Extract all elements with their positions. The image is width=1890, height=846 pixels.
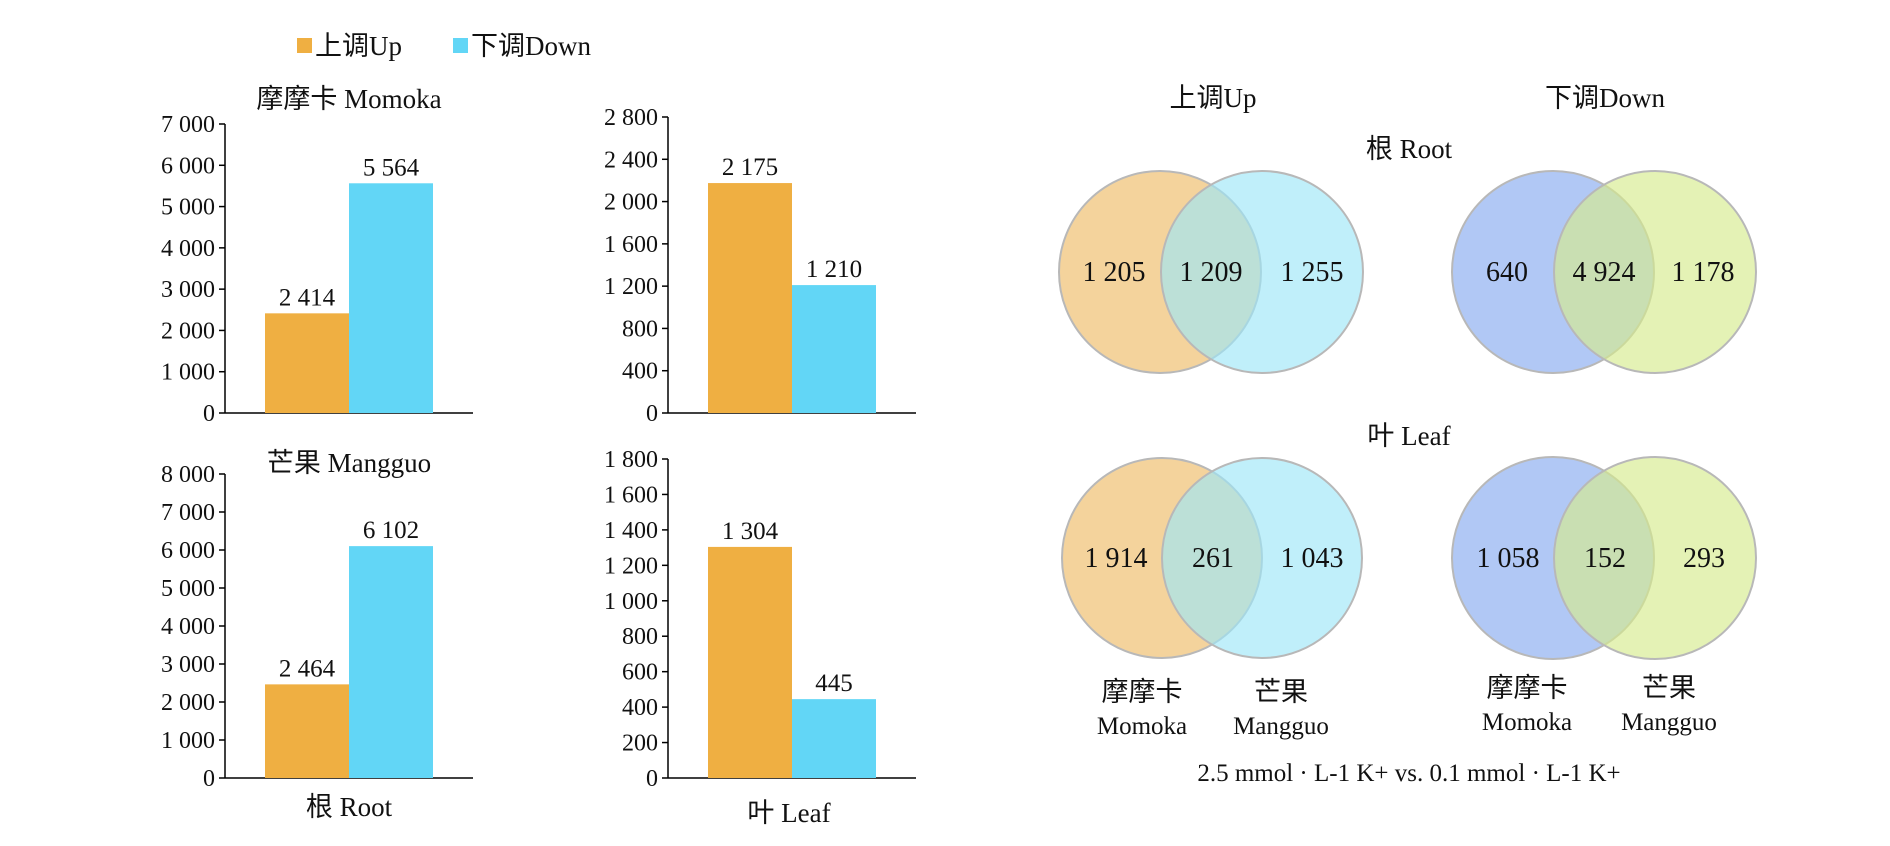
venn-set-label-momoka-cn-left: 摩摩卡	[1102, 677, 1183, 707]
y-tick-label: 200	[622, 731, 658, 757]
venn-set-label-mangguo-en-right: Mangguo	[1621, 709, 1717, 736]
venn-root-up: 1 205 1 209 1 255	[1058, 170, 1364, 374]
venn-set-label-momoka-cn-right: 摩摩卡	[1487, 673, 1568, 703]
venn-circle-mangguo	[1161, 457, 1363, 659]
y-tick-label: 4 000	[161, 236, 215, 262]
y-tick-label: 2 800	[604, 105, 658, 131]
venn-count-momoka-only: 640	[1486, 257, 1528, 288]
bar-down	[349, 183, 433, 413]
venn-set-label-mangguo-cn-left: 芒果	[1254, 677, 1308, 707]
bar-down	[792, 285, 876, 413]
legend: 上调Up 下调Down	[297, 31, 591, 61]
bar-chart-root-momoka: 0 1 000 2 000 3 000 4 000 5 000 6 000 7 000 2 41…	[161, 84, 473, 427]
y-tick-label: 1 000	[604, 589, 658, 615]
y-tick-label: 1 800	[604, 447, 658, 473]
venn-count-mangguo-only: 293	[1683, 543, 1725, 574]
y-tick-label: 1 400	[604, 518, 658, 544]
venn-root-down: 640 4 924 1 178	[1451, 170, 1757, 374]
y-tick-label: 6 000	[161, 153, 215, 179]
venn-count-overlap: 1 209	[1180, 257, 1243, 288]
y-tick-label: 7 000	[161, 500, 215, 526]
legend-label-up: 上调Up	[315, 31, 402, 61]
y-tick-label: 0	[203, 766, 215, 792]
y-tick-label: 2 000	[604, 190, 658, 216]
bar-xlabel-root: 根 Root	[306, 792, 393, 822]
bar-chart-leaf-momoka: 0 400 800 1 200 1 600 2 000 2 400 2 800 2 175 1 2…	[604, 105, 916, 427]
bar-value-label: 1 304	[722, 518, 779, 545]
venn-circle-mangguo	[1553, 456, 1757, 660]
bar-down	[349, 546, 433, 778]
venn-row-label-root: 根 Root	[1366, 134, 1453, 164]
y-tick-label: 800	[622, 624, 658, 650]
y-tick-label: 1 200	[604, 553, 658, 579]
bar-value-label: 5 564	[363, 154, 420, 181]
y-tick-label: 600	[622, 660, 658, 686]
legend-swatch-down	[453, 38, 468, 53]
bar-value-label: 2 464	[279, 655, 336, 682]
venn-count-mangguo-only: 1 255	[1281, 257, 1344, 288]
venn-count-overlap: 152	[1584, 543, 1626, 574]
y-tick-label: 3 000	[161, 277, 215, 303]
y-tick-label: 1 600	[604, 232, 658, 258]
y-tick-label: 800	[622, 316, 658, 342]
y-tick-label: 1 600	[604, 482, 658, 508]
bar-chart-title: 摩摩卡 Momoka	[256, 84, 441, 114]
bar-value-label: 6 102	[363, 517, 419, 544]
bar-up	[265, 313, 349, 413]
bar-chart-root-mangguo: 0 1 000 2 000 3 000 4 000 5 000 6 000 7 000 8 00…	[161, 448, 473, 792]
bar-up	[265, 684, 349, 778]
y-tick-label: 2 400	[604, 147, 658, 173]
y-tick-label: 7 000	[161, 112, 215, 138]
venn-count-overlap: 261	[1192, 543, 1234, 574]
bar-value-label: 1 210	[806, 256, 862, 283]
bar-chart-title: 芒果 Mangguo	[267, 448, 431, 478]
venn-header-up: 上调Up	[1170, 83, 1257, 113]
y-tick-label: 0	[203, 401, 215, 427]
y-tick-label: 8 000	[161, 462, 215, 488]
venn-leaf-up: 1 914 261 1 043	[1061, 457, 1363, 659]
venn-set-label-mangguo-en-left: Mangguo	[1233, 713, 1329, 740]
legend-swatch-up	[297, 38, 312, 53]
bar-xlabel-leaf: 叶 Leaf	[747, 798, 830, 828]
venn-set-label-momoka-en-left: Momoka	[1097, 713, 1187, 740]
legend-label-down: 下调Down	[471, 31, 591, 61]
y-tick-label: 400	[622, 359, 658, 385]
bar-chart-leaf-mangguo: 0 200 400 600 800 1 000 1 200 1 400 1 600 1 800 1 …	[604, 447, 916, 792]
y-tick-label: 1 000	[161, 728, 215, 754]
venn-count-momoka-only: 1 205	[1083, 257, 1146, 288]
y-tick-label: 3 000	[161, 652, 215, 678]
bar-value-label: 2 175	[722, 154, 778, 181]
y-tick-label: 2 000	[161, 690, 215, 716]
venn-set-label-momoka-en-right: Momoka	[1482, 709, 1572, 736]
venn-set-label-mangguo-cn-right: 芒果	[1642, 673, 1696, 703]
bar-up	[708, 183, 792, 413]
venn-footer-condition: 2.5 mmol · L-1 K+ vs. 0.1 mmol · L-1 K+	[1197, 760, 1620, 787]
y-tick-label: 4 000	[161, 614, 215, 640]
venn-circle-mangguo	[1160, 170, 1364, 374]
y-tick-label: 1 000	[161, 360, 215, 386]
y-tick-label: 5 000	[161, 576, 215, 602]
bar-value-label: 445	[815, 670, 853, 697]
venn-header-down: 下调Down	[1545, 83, 1665, 113]
venn-count-momoka-only: 1 058	[1477, 543, 1540, 574]
y-tick-label: 5 000	[161, 195, 215, 221]
venn-count-overlap: 4 924	[1573, 257, 1636, 288]
venn-count-mangguo-only: 1 178	[1672, 257, 1735, 288]
bar-down	[792, 699, 876, 778]
y-tick-label: 0	[646, 766, 658, 792]
venn-row-label-leaf: 叶 Leaf	[1367, 421, 1450, 451]
y-tick-label: 0	[646, 401, 658, 427]
bar-up	[708, 546, 792, 778]
y-tick-label: 1 200	[604, 274, 658, 300]
venn-leaf-down: 1 058 152 293	[1451, 456, 1757, 660]
y-tick-label: 400	[622, 695, 658, 721]
y-tick-label: 6 000	[161, 538, 215, 564]
venn-circle-mangguo	[1553, 170, 1757, 374]
bar-value-label: 2 414	[279, 284, 336, 311]
y-tick-label: 2 000	[161, 318, 215, 344]
venn-count-momoka-only: 1 914	[1085, 543, 1148, 574]
venn-count-mangguo-only: 1 043	[1281, 543, 1344, 574]
